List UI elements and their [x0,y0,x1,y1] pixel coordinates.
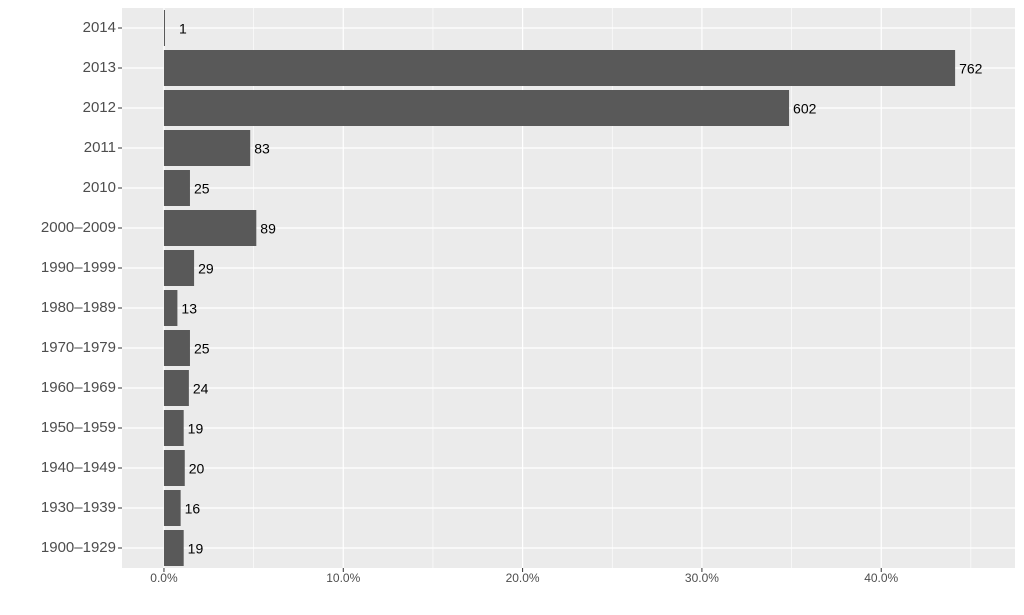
data-label: 1 [179,21,187,37]
data-label: 89 [260,221,276,237]
bar [163,90,790,126]
y-tick-label: 1940–1949 [41,459,116,476]
y-tick-label: 2012 [83,99,116,116]
data-label: 19 [188,541,204,557]
y-tick-label: 2013 [83,59,116,76]
data-label: 602 [793,101,817,117]
y-tick-label: 1970–1979 [41,339,116,356]
y-tick-label: 1900–1929 [41,539,116,556]
y-tick-label: 2000–2009 [41,219,116,236]
data-label: 25 [194,181,210,197]
y-tick-label: 1960–1969 [41,379,116,396]
data-label: 19 [188,421,204,437]
bar [163,130,251,166]
bar [163,330,190,366]
data-label: 13 [181,301,197,317]
bar [163,170,190,206]
data-label: 16 [185,501,201,517]
bar [163,410,184,446]
bar [163,10,166,46]
y-tick-label: 2011 [84,139,116,156]
y-tick-label: 1930–1939 [41,499,116,516]
y-tick-label: 2014 [83,19,116,36]
y-tick-label: 2010 [83,179,116,196]
bar [163,50,956,86]
x-tick-label: 0.0% [150,571,178,585]
bar [163,490,181,526]
bar [163,290,178,326]
bar [163,250,195,286]
bar [163,210,257,246]
data-label: 25 [194,341,210,357]
data-label: 24 [193,381,209,397]
x-tick-label: 30.0% [685,571,719,585]
bar [163,530,184,566]
y-tick-label: 1950–1959 [41,419,116,436]
x-tick-label: 10.0% [326,571,360,585]
bar [163,370,189,406]
data-label: 20 [189,461,205,477]
data-label: 29 [198,261,214,277]
x-tick-label: 20.0% [506,571,540,585]
data-label: 762 [959,61,983,77]
x-tick-label: 40.0% [864,571,898,585]
y-tick-label: 1980–1989 [41,299,116,316]
y-tick-label: 1990–1999 [41,259,116,276]
bar [163,450,185,486]
data-label: 83 [254,141,270,157]
